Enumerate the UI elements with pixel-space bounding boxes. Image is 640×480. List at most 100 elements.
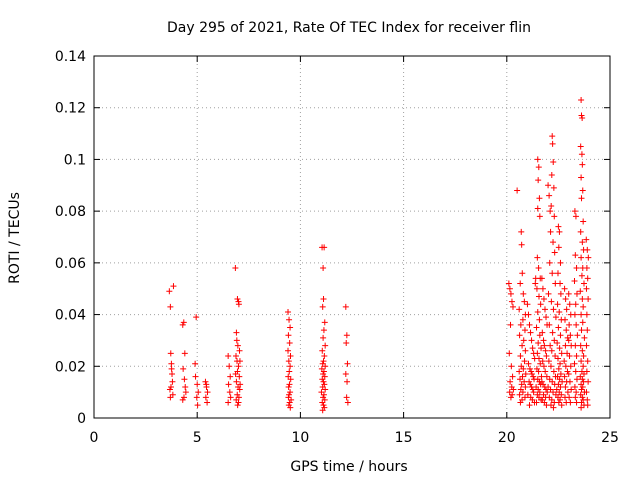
data-point xyxy=(522,383,529,390)
data-point xyxy=(572,342,579,349)
data-point xyxy=(518,228,525,235)
data-point xyxy=(567,363,574,370)
data-point xyxy=(583,236,590,243)
data-point xyxy=(519,270,526,277)
data-point xyxy=(557,371,564,378)
y-tick-label: 0.14 xyxy=(55,49,86,65)
data-point xyxy=(285,308,292,315)
data-point xyxy=(520,290,527,297)
data-point xyxy=(550,184,557,191)
data-point xyxy=(321,319,328,326)
data-point xyxy=(321,244,328,251)
data-point xyxy=(556,228,563,235)
data-point xyxy=(535,368,542,375)
data-point xyxy=(285,402,292,409)
data-point xyxy=(546,259,553,266)
data-point xyxy=(320,334,327,341)
data-point xyxy=(564,389,571,396)
data-point xyxy=(529,386,536,393)
data-point xyxy=(167,394,174,401)
data-point xyxy=(578,151,585,158)
x-tick-labels: 0 5 10 15 20 25 xyxy=(90,430,619,446)
data-point xyxy=(573,352,580,359)
data-point xyxy=(510,386,517,393)
data-point xyxy=(539,285,546,292)
data-point xyxy=(319,303,326,310)
data-point xyxy=(320,327,327,334)
data-point xyxy=(546,321,553,328)
data-point xyxy=(168,360,175,367)
data-point xyxy=(558,391,565,398)
data-point xyxy=(550,389,557,396)
data-point xyxy=(287,363,294,370)
data-point xyxy=(534,350,541,357)
y-tick-labels: 0 0.02 0.04 0.06 0.08 0.1 0.12 0.14 xyxy=(55,49,86,427)
data-point xyxy=(179,321,186,328)
data-point xyxy=(286,381,293,388)
data-point xyxy=(232,265,239,272)
x-tick-label: 5 xyxy=(193,430,202,446)
data-point xyxy=(566,321,573,328)
y-tick-label: 0.1 xyxy=(64,152,86,168)
data-point xyxy=(567,332,574,339)
data-point xyxy=(193,394,200,401)
data-point xyxy=(319,347,326,354)
data-point xyxy=(578,254,585,261)
data-point xyxy=(563,327,570,334)
grid-lines xyxy=(94,56,610,418)
data-point xyxy=(539,358,546,365)
data-point xyxy=(167,350,174,357)
data-point xyxy=(579,161,586,168)
data-point xyxy=(286,316,293,323)
data-point xyxy=(549,270,556,277)
data-point xyxy=(536,195,543,202)
data-point xyxy=(233,329,240,336)
data-point xyxy=(322,386,329,393)
y-tick-label: 0.04 xyxy=(55,308,86,324)
data-point xyxy=(179,396,186,403)
data-point xyxy=(236,347,243,354)
data-point xyxy=(539,329,546,336)
data-point xyxy=(287,352,294,359)
data-point xyxy=(521,394,528,401)
data-point xyxy=(543,373,550,380)
data-point xyxy=(534,254,541,261)
data-point xyxy=(555,324,562,331)
data-point xyxy=(572,252,579,259)
data-point xyxy=(552,352,559,359)
data-point xyxy=(182,383,189,390)
data-point xyxy=(235,394,242,401)
data-point xyxy=(558,350,565,357)
data-point xyxy=(506,285,513,292)
data-point xyxy=(547,363,554,370)
data-point xyxy=(234,402,241,409)
data-point xyxy=(319,399,326,406)
data-point xyxy=(565,290,572,297)
data-point xyxy=(550,159,557,166)
data-point xyxy=(169,378,176,385)
data-point xyxy=(287,404,294,411)
data-point xyxy=(578,311,585,318)
data-point xyxy=(538,373,545,380)
data-point xyxy=(562,316,569,323)
data-point xyxy=(526,402,533,409)
data-point xyxy=(571,277,578,284)
data-point xyxy=(578,195,585,202)
data-point xyxy=(550,306,557,313)
data-point xyxy=(342,303,349,310)
data-point xyxy=(234,296,241,303)
data-point xyxy=(506,350,513,357)
data-point xyxy=(549,140,556,147)
data-point xyxy=(166,288,173,295)
data-point xyxy=(521,327,528,334)
data-point xyxy=(583,389,590,396)
data-point xyxy=(528,371,535,378)
data-point xyxy=(521,298,528,305)
data-point xyxy=(516,332,523,339)
data-point xyxy=(585,378,592,385)
data-point xyxy=(557,280,564,287)
data-point xyxy=(534,156,541,163)
data-point xyxy=(344,399,351,406)
data-point xyxy=(579,376,586,383)
data-point xyxy=(528,368,535,375)
